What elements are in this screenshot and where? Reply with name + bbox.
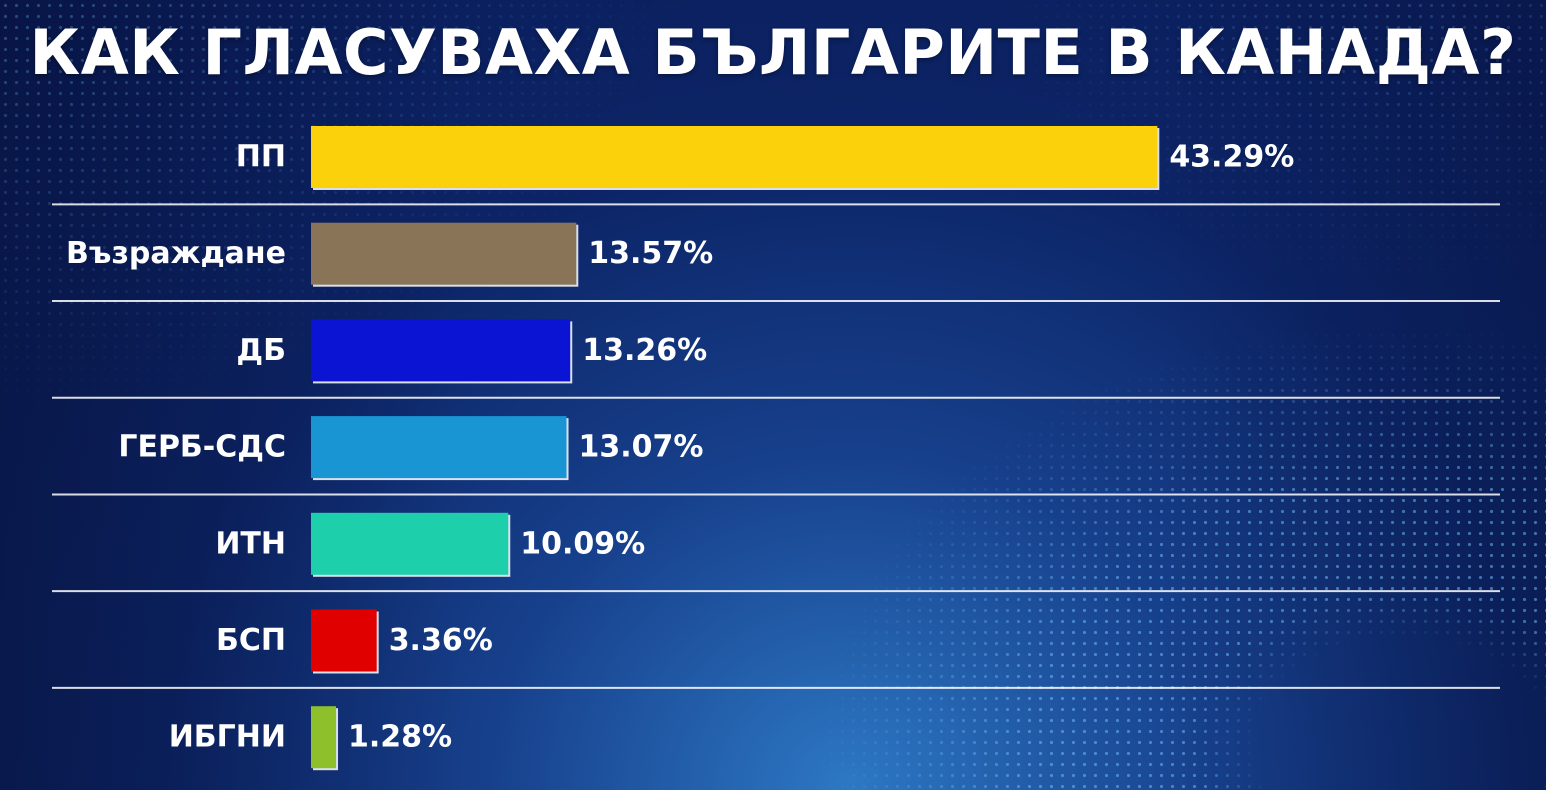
category-label: Възраждане	[66, 236, 286, 271]
value-label: 1.28%	[348, 720, 452, 755]
value-label: 13.57%	[588, 236, 713, 271]
bar-5	[311, 512, 509, 575]
value-label: 13.26%	[582, 333, 707, 368]
bar-7	[311, 706, 337, 769]
category-label: БСП	[216, 623, 286, 658]
category-label: ДБ	[236, 333, 286, 368]
category-label: ПП	[236, 140, 286, 175]
bar-1	[311, 126, 1158, 188]
bar-4	[311, 416, 567, 479]
category-label: ИБГНИ	[169, 720, 286, 755]
value-label: 13.07%	[579, 430, 704, 465]
bar-6	[311, 609, 377, 672]
category-label: ГЕРБ-СДС	[118, 430, 286, 465]
chart-title: КАК ГЛАСУВАХА БЪЛГАРИТЕ В КАНАДА?	[29, 16, 1517, 89]
value-label: 3.36%	[389, 623, 493, 658]
bar-2	[311, 222, 577, 285]
bar-3	[311, 319, 571, 382]
category-label: ИТН	[215, 526, 286, 561]
value-label: 10.09%	[520, 526, 645, 561]
value-label: 43.29%	[1169, 140, 1294, 175]
